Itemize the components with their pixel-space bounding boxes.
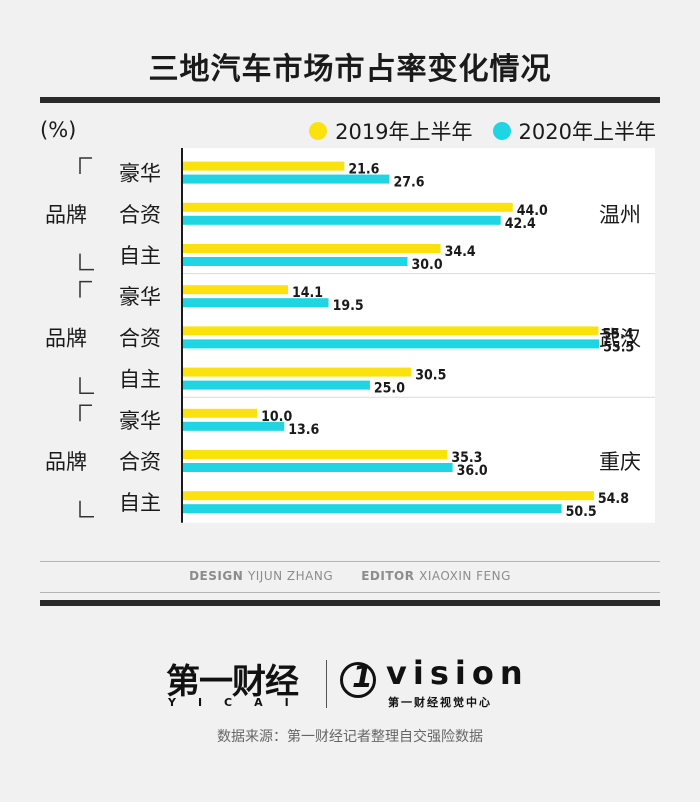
data-label: 10.0 — [261, 409, 292, 425]
group-label: 品牌 — [45, 203, 87, 227]
category-label: 合资 — [119, 326, 161, 350]
category-label: 合资 — [119, 203, 161, 227]
data-label: 36.0 — [457, 463, 488, 479]
data-label: 30.0 — [412, 257, 443, 273]
bar-2020 — [182, 298, 329, 308]
chart-title: 三地汽车市场市占率变化情况 — [148, 52, 552, 87]
legend-swatch-2019 — [309, 122, 328, 140]
legend-item-2020: 2020年上半年 — [492, 116, 656, 146]
credits-divider-bottom — [40, 592, 660, 593]
bar-2019 — [182, 244, 441, 253]
footer-divider — [40, 600, 660, 606]
logo-separator — [326, 660, 327, 708]
vision-logo-sub: 第一财经视觉中心 — [388, 696, 492, 709]
category-label: 豪华 — [119, 285, 161, 309]
bar-2020 — [182, 257, 408, 266]
category-label: 合资 — [119, 450, 161, 474]
data-label: 30.5 — [415, 368, 446, 384]
data-label: 42.4 — [505, 216, 536, 232]
group-label: 品牌 — [45, 450, 87, 474]
bar-2019 — [182, 450, 448, 459]
data-label: 21.6 — [348, 162, 379, 178]
legend-label-2020: 2020年上半年 — [518, 120, 656, 144]
bracket-top — [79, 280, 92, 298]
data-label: 13.6 — [288, 422, 319, 438]
data-label: 14.1 — [292, 285, 323, 301]
bracket-top — [79, 157, 92, 174]
editor-name: XIAOXIN FENG — [419, 569, 511, 583]
bar-2020 — [182, 339, 600, 349]
data-label: 44.0 — [517, 203, 548, 219]
category-label: 自主 — [119, 244, 161, 268]
data-label: 34.4 — [445, 244, 476, 260]
bar-2020 — [182, 504, 562, 514]
category-label: 自主 — [119, 368, 161, 392]
data-label: 55.5 — [603, 339, 634, 355]
bar-2019 — [182, 491, 594, 501]
vision-logo-mark — [340, 662, 376, 698]
data-label: 50.5 — [566, 504, 597, 520]
bar-2020 — [182, 380, 370, 390]
editor-label: EDITOR — [361, 569, 415, 583]
group-label: 品牌 — [45, 326, 87, 350]
bar-2020 — [182, 174, 390, 184]
data-label: 54.8 — [598, 491, 629, 507]
data-label: 19.5 — [333, 298, 364, 314]
bar-2019 — [182, 408, 258, 418]
city-label-2: 重庆 — [599, 450, 641, 474]
yicai-logo-en: YICAI — [168, 696, 311, 709]
unit-label: (%) — [40, 118, 77, 142]
bar-2019 — [182, 161, 345, 171]
data-source: 数据来源：第一财经记者整理自交强险数据 — [217, 729, 483, 745]
bracket-bottom — [79, 500, 94, 518]
bracket-bottom — [79, 253, 94, 271]
data-label: 55.4 — [602, 326, 633, 342]
legend-swatch-2020 — [492, 122, 511, 140]
city-label-1: 武汉 — [599, 326, 641, 350]
category-label: 自主 — [119, 491, 161, 515]
bracket-bottom — [79, 377, 94, 394]
vision-logo-one: 1 — [352, 660, 373, 695]
city-label-0: 温州 — [599, 203, 641, 227]
yicai-logo: 第一财经 — [166, 662, 299, 702]
vision-logo-word: vision — [386, 654, 529, 692]
bar-2019 — [182, 285, 288, 295]
title-divider — [40, 97, 660, 103]
data-label: 27.6 — [393, 175, 424, 191]
bar-2019 — [182, 367, 412, 377]
design-name: YIJUN ZHANG — [247, 569, 334, 583]
category-label: 豪华 — [119, 409, 161, 433]
bar-2020 — [182, 421, 285, 431]
legend-item-2019: 2019年上半年 — [309, 116, 473, 146]
data-label: 35.3 — [451, 450, 482, 466]
credits-divider-top — [40, 561, 660, 562]
data-label: 25.0 — [374, 381, 405, 397]
bar-2020 — [182, 463, 453, 472]
design-label: DESIGN — [189, 569, 244, 583]
legend: 2019年上半年 2020年上半年 — [309, 116, 656, 146]
bar-2019 — [182, 326, 599, 336]
legend-label-2019: 2019年上半年 — [335, 120, 473, 144]
bar-2019 — [182, 202, 513, 212]
bracket-top — [79, 404, 92, 422]
bar-2020 — [182, 215, 501, 225]
category-label: 豪华 — [119, 162, 161, 186]
credits: DESIGN YIJUN ZHANG EDITOR XIAOXIN FENG — [0, 569, 700, 583]
